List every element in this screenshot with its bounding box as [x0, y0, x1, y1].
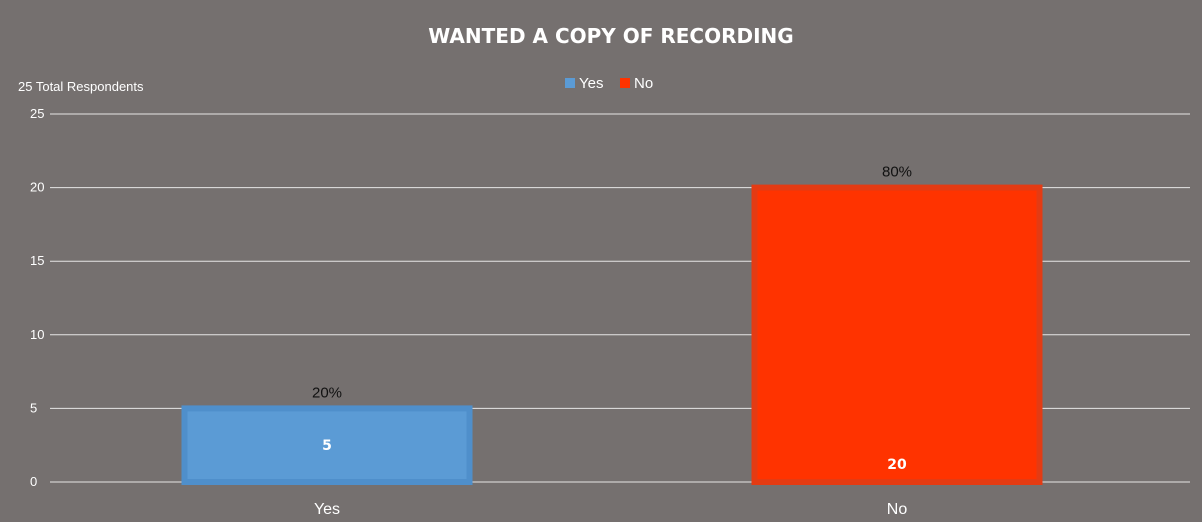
legend-label-no: No	[634, 75, 653, 92]
data-labels: 20% 5 80% 20	[312, 164, 912, 473]
legend-label-yes: Yes	[579, 75, 603, 92]
y-tick-label: 15	[30, 253, 44, 268]
bar-yes	[181, 405, 473, 485]
y-tick-label: 25	[30, 106, 44, 121]
x-tick-label-no: No	[887, 501, 908, 518]
percent-label-no: 80%	[882, 164, 912, 181]
percent-label-yes: 20%	[312, 384, 342, 401]
chart-subtitle: 25 Total Respondents	[18, 79, 144, 94]
y-tick-label: 0	[30, 474, 37, 489]
x-tick-label-yes: Yes	[314, 501, 340, 518]
y-tick-label: 20	[30, 180, 44, 195]
legend-swatch-yes	[565, 78, 575, 88]
x-axis-labels: Yes No	[314, 501, 907, 518]
chart-title: WANTED A COPY OF RECORDING	[428, 24, 793, 48]
bars	[181, 184, 1043, 485]
legend: Yes No	[565, 75, 653, 92]
legend-swatch-no	[620, 78, 630, 88]
value-label-no: 20	[887, 457, 907, 473]
y-tick-label: 5	[30, 400, 37, 415]
bar-no	[751, 184, 1043, 485]
y-tick-label: 10	[30, 327, 44, 342]
value-label-yes: 5	[322, 438, 332, 454]
y-axis-ticks: 0 5 10 15 20 25	[30, 106, 44, 489]
